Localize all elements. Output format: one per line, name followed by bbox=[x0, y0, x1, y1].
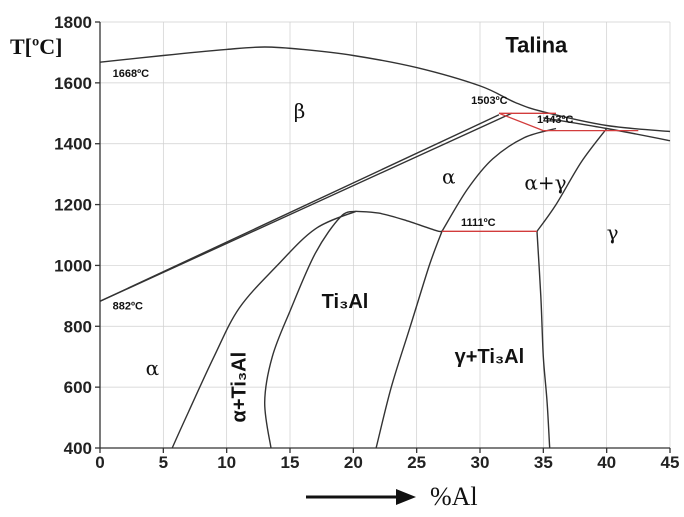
x-tick-label: 20 bbox=[344, 453, 363, 472]
boundary-alpha-solvus bbox=[171, 210, 357, 449]
boundary-alpha-gamma-left bbox=[441, 127, 557, 232]
grid bbox=[99, 21, 671, 449]
temperature-label-t1503: 1503ºC bbox=[471, 95, 507, 107]
boundary-gamma-left bbox=[536, 128, 608, 232]
boundary-dome-right bbox=[355, 210, 443, 233]
boundary-ti3al-right bbox=[375, 231, 443, 449]
phase-label-alpha-upper: α bbox=[442, 164, 456, 188]
phase-label-alpha-gamma: α+γ bbox=[524, 170, 566, 194]
phase-label-ti3al: Ti₃Al bbox=[322, 291, 369, 313]
x-tick-label: 35 bbox=[534, 453, 553, 472]
x-tick-label: 5 bbox=[159, 453, 168, 472]
boundary-liquidus bbox=[99, 46, 671, 133]
y-tick-label: 1000 bbox=[54, 256, 92, 275]
y-tick-label: 1800 bbox=[54, 13, 92, 32]
boundary-gamma-solvus bbox=[536, 231, 551, 449]
x-axis-label: %Al bbox=[430, 482, 478, 511]
y-axis-label: T[ºC] bbox=[10, 34, 62, 59]
y-tick-label: 1600 bbox=[54, 74, 92, 93]
axes: 0 5 10 15 20 25 30 35 40 45 400 600 800 1000 1200 1400 1… bbox=[54, 13, 679, 472]
y-tick-label: 400 bbox=[64, 439, 92, 458]
temperature-label-t1668: 1668ºC bbox=[113, 68, 149, 80]
x-tick-label: 0 bbox=[95, 453, 104, 472]
phase-label-alpha-ti3al: α+Ti₃Al bbox=[229, 352, 251, 423]
boundary-ti3al-left bbox=[263, 210, 357, 449]
temperature-label-t882: 882ºC bbox=[113, 301, 143, 313]
boundary-peritectic-1503-drop bbox=[498, 112, 544, 132]
temperature-label-t1111: 1111ºC bbox=[461, 217, 496, 229]
phase-boundaries bbox=[99, 46, 671, 449]
phase-label-talina: Talina bbox=[505, 32, 568, 57]
y-tick-label: 600 bbox=[64, 378, 92, 397]
x-tick-label: 15 bbox=[281, 453, 300, 472]
direction-arrow-icon bbox=[306, 489, 416, 505]
x-tick-label: 30 bbox=[471, 453, 490, 472]
phase-label-gamma-ti3al: γ+Ti₃Al bbox=[455, 346, 524, 368]
temperature-label-t1443: 1443ºC bbox=[537, 114, 573, 126]
x-tick-label: 40 bbox=[597, 453, 616, 472]
boundary-beta-transus-inner bbox=[99, 114, 500, 302]
y-tick-label: 1400 bbox=[54, 135, 92, 154]
phase-labels: Talina β α α+γ γ Ti₃Al γ+Ti₃Al α α+Ti₃Al 1668ºC 88… bbox=[113, 32, 619, 422]
phase-label-alpha-lower: α bbox=[146, 356, 160, 380]
phase-label-beta: β bbox=[294, 99, 306, 123]
x-tick-label: 45 bbox=[661, 453, 680, 472]
phase-label-gamma: γ bbox=[607, 221, 619, 245]
x-tick-label: 25 bbox=[407, 453, 426, 472]
y-tick-label: 800 bbox=[64, 317, 92, 336]
y-tick-label: 1200 bbox=[54, 196, 92, 215]
x-tick-label: 10 bbox=[217, 453, 236, 472]
